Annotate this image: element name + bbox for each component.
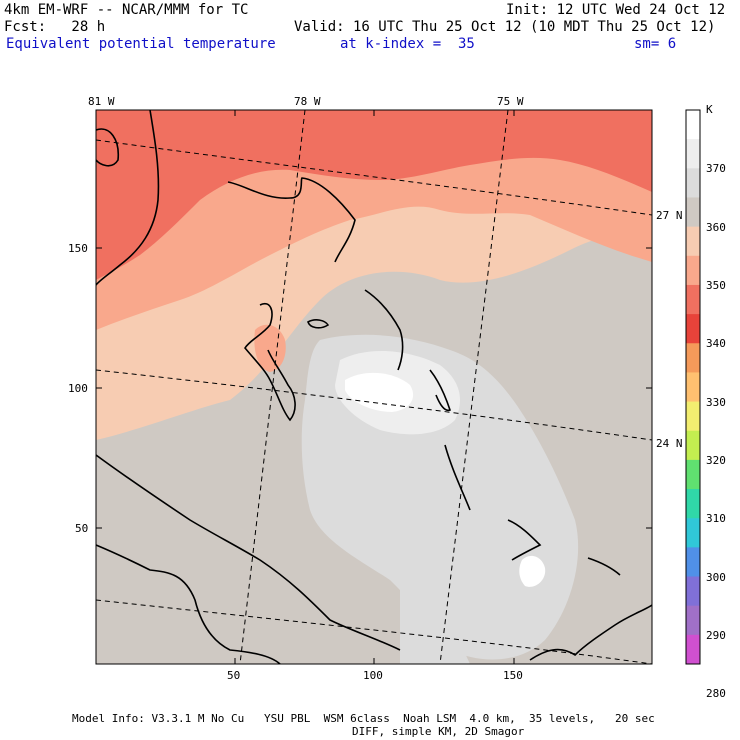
forecast-hour: Fcst: 28 h <box>4 19 106 35</box>
smoothing-info: sm= 6 <box>634 36 677 52</box>
y-tick-100: 100 <box>68 382 88 395</box>
eleuthera <box>364 289 404 371</box>
long-island <box>507 519 542 561</box>
colorbar-frame <box>685 109 701 665</box>
map-ticks <box>96 110 652 664</box>
x-tick-50: 50 <box>227 669 241 682</box>
grid-lat-24 <box>96 369 652 441</box>
field-name: Equivalent potential temperature <box>6 36 276 52</box>
exuma-line <box>444 444 471 511</box>
colorbar-swatch <box>686 168 700 198</box>
grand-bahama-abaco <box>227 177 356 263</box>
colorbar-swatch <box>686 576 700 607</box>
colorbar-unit: K <box>706 103 713 116</box>
field-370-core <box>345 372 414 412</box>
colorbar-swatch <box>686 547 700 578</box>
field-360-south <box>400 560 470 664</box>
colorbar-swatch <box>686 255 700 286</box>
colorbar-swatch <box>686 430 700 461</box>
lon-label-75w: 75 W <box>497 95 524 108</box>
colorbar-swatch <box>686 634 700 665</box>
acklins-island <box>587 557 621 576</box>
model-info: Model Info: V3.3.1 M No Cu YSU PBL WSM 6… <box>72 712 655 725</box>
colorbar-swatch <box>686 605 700 636</box>
colorbar-label: 310 <box>706 512 726 526</box>
lon-label-78w: 78 W <box>294 95 321 108</box>
colorbar-swatch <box>686 139 700 169</box>
lon-label-81w: 81 W <box>88 95 115 108</box>
colorbar-swatch <box>686 459 700 490</box>
grid-lon-78 <box>239 110 306 664</box>
colorbar-swatch <box>686 372 700 403</box>
latlon-grid <box>96 110 652 664</box>
colorbar-label: 330 <box>706 395 726 409</box>
colorbar-label: 280 <box>706 687 726 701</box>
x-tick-100: 100 <box>363 669 383 682</box>
colorbar-swatch <box>686 401 700 432</box>
florida-coast <box>96 110 160 286</box>
colorbar-label: 320 <box>706 453 726 467</box>
colorbar-swatch <box>686 518 700 548</box>
grid-lat-27 <box>96 139 652 216</box>
field-370-spot <box>519 555 546 587</box>
colorbar-swatch <box>686 489 700 519</box>
model-title: 4km EM-WRF -- NCAR/MMM for TC <box>4 2 249 18</box>
colorbar-swatch <box>686 110 700 140</box>
colorbar-swatch <box>686 197 700 228</box>
hispaniola-coast <box>529 604 652 661</box>
cuba-interior <box>96 544 281 664</box>
coastlines <box>96 110 652 664</box>
colorbar-label: 370 <box>706 162 726 176</box>
init-time: Init: 12 UTC Wed 24 Oct 12 <box>506 2 726 18</box>
colorbar-swatch <box>686 343 700 373</box>
model-info-diffusion: DIFF, simple KM, 2D Smagor <box>352 725 525 738</box>
colorbar-label: 350 <box>706 278 726 292</box>
field-340-band <box>96 110 652 280</box>
color-bar <box>685 109 701 665</box>
x-tick-150: 150 <box>503 669 523 682</box>
theta-e-field <box>96 110 652 664</box>
grid-lon-75 <box>439 110 509 664</box>
lat-label-27n: 27 N <box>656 209 683 222</box>
y-tick-150: 150 <box>68 242 88 255</box>
colorbar-label: 360 <box>706 220 726 234</box>
cat-island <box>429 369 451 412</box>
colorbar-label: 290 <box>706 628 726 642</box>
andros-island <box>244 303 296 422</box>
colorbar-swatch <box>686 226 700 257</box>
level-info: at k-index = 35 <box>340 36 475 52</box>
colorbar-swatch <box>686 314 700 344</box>
y-tick-50: 50 <box>75 522 89 535</box>
colorbar-label: 300 <box>706 570 726 584</box>
lake-okeechobee-area <box>96 128 120 167</box>
colorbar-swatch <box>686 284 700 315</box>
cuba-north-coast <box>96 454 401 651</box>
lat-label-24n: 24 N <box>656 437 683 450</box>
valid-time: Valid: 16 UTC Thu 25 Oct 12 (10 MDT Thu … <box>294 19 716 35</box>
new-providence <box>307 319 330 329</box>
colorbar-label: 340 <box>706 337 726 351</box>
